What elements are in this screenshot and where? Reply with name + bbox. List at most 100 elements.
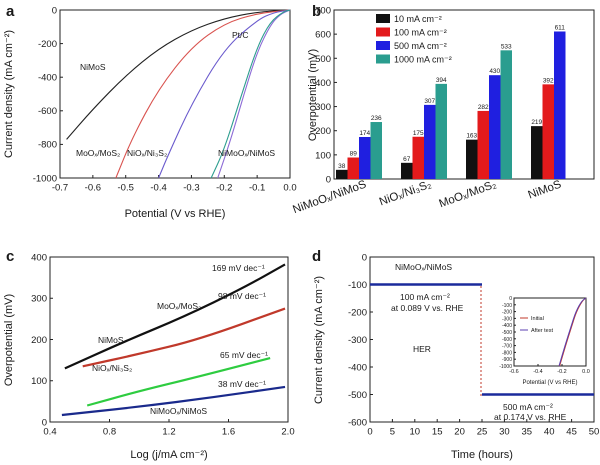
inset-ytick-label: -700: [502, 344, 512, 350]
chart-b-bar: [477, 110, 489, 179]
inset-series-0: [559, 297, 587, 367]
chart-c-label-niox: NiOₓ/Ni₃S₂: [92, 363, 132, 373]
chart-b-value-label: 430: [489, 68, 500, 75]
chart-b-value-label: 307: [424, 98, 435, 105]
chart-d-inset: -0.6 -0.4 -0.2 0.0-1000-900-800-700-600-500…: [499, 296, 590, 386]
chart-c-slope-nimoox: 38 mV dec⁻¹: [218, 379, 266, 389]
chart-a-label-nimoox: NiMoOₓ/NiMoS: [218, 148, 275, 158]
chart-a-xtick-label: -0.2: [216, 183, 232, 194]
chart-a-ytick-label: -400: [38, 73, 57, 84]
chart-c-slope-nimos: 169 mV dec⁻¹: [212, 263, 265, 273]
chart-c-label-nimos: NiMoS: [98, 335, 124, 345]
chart-c-ytick-label: 0: [42, 417, 47, 428]
chart-a-series-2: [158, 9, 291, 179]
chart-a-xtick-label: -0.3: [183, 183, 199, 194]
inset-ytick-label: -300: [502, 316, 512, 322]
chart-d-xtick-label: 0: [367, 427, 372, 438]
chart-d-ytick-label: -200: [348, 307, 367, 318]
chart-a-xlabel: Potential (V vs RHE): [125, 208, 226, 220]
chart-a-label-niox: NiOₓ/Ni₃S₂: [127, 148, 167, 158]
inset-ytick-label: -100: [502, 303, 512, 309]
chart-a-ytick-label: -600: [38, 106, 57, 117]
chart-a-xtick-label: -0.5: [118, 183, 134, 194]
chart-d-xtick-label: 15: [432, 427, 443, 438]
chart-b-bar: [531, 126, 543, 179]
inset-legend-after: After test: [531, 328, 553, 334]
inset-xtick-label: 0.0: [582, 369, 590, 375]
chart-b-value-label: 282: [478, 104, 489, 111]
inset-ytick-label: -600: [502, 337, 512, 343]
chart-b: 0 100 200 300 400 500 600 700 38 89 174 236 67 175 30…: [291, 6, 595, 216]
chart-b-legend-label: 1000 mA cm⁻²: [394, 55, 452, 65]
chart-b-bar: [500, 50, 512, 179]
chart-a-xtick-label: -0.6: [85, 183, 101, 194]
chart-c-ytick-label: 400: [31, 252, 47, 263]
chart-a-label-moox: MoOₓ/MoS₂: [76, 148, 120, 158]
chart-b-ylabel: Overpotential (mV): [307, 49, 319, 141]
chart-b-bar: [412, 136, 424, 179]
inset-ytick-label: -900: [502, 357, 512, 363]
chart-a-label-nimos: NiMoS: [80, 62, 106, 72]
chart-d-xtick-label: 20: [454, 427, 465, 438]
chart-b-bar: [370, 122, 382, 179]
panel-label-c: c: [6, 248, 14, 265]
chart-c-series-0: [64, 263, 286, 370]
chart-d-xtick-label: 25: [477, 427, 488, 438]
chart-a-xtick-label: -0.1: [249, 183, 265, 194]
chart-a-xtick-label: -0.4: [150, 183, 166, 194]
chart-a-series-0: [66, 9, 291, 140]
panel-label-a: a: [6, 3, 15, 20]
chart-d-ann-100-potential: at 0.089 V vs. RHE: [391, 303, 464, 313]
chart-c-xtick-label: 0.8: [103, 427, 116, 438]
chart-b-bar: [489, 75, 501, 179]
chart-d: 0 5 10 15 20 25 30 35 40 45 50-600-500-400-300-200…: [313, 252, 599, 461]
chart-d-ytick-label: 0: [362, 252, 367, 263]
chart-d-xtick-label: 30: [499, 427, 510, 438]
panel-label-b: b: [312, 3, 321, 20]
chart-a-xtick-label: 0.0: [283, 183, 296, 194]
chart-d-ytick-label: -100: [348, 280, 367, 291]
chart-a: -0.7 -0.6 -0.5 -0.4 -0.3 -0.2 -0.1 0.0 -1000 -800…: [3, 5, 297, 220]
chart-d-title: NiMoOₓ/NiMoS: [395, 262, 452, 272]
inset-ytick-label: -1000: [499, 364, 512, 370]
chart-d-ann-her: HER: [413, 344, 431, 354]
chart-b-ytick-label: 700: [315, 6, 331, 17]
chart-d-ytick-label: -500: [348, 390, 367, 401]
chart-d-xtick-label: 10: [410, 427, 421, 438]
chart-c-slope-moox: 98 mV dec⁻¹: [218, 291, 266, 301]
chart-d-xtick-label: 50: [589, 427, 600, 438]
chart-b-category-label: NiOₓ/Ni₃S₂: [378, 179, 433, 209]
chart-b-value-label: 236: [371, 115, 382, 122]
chart-d-ytick-label: -300: [348, 335, 367, 346]
chart-b-value-label: 89: [350, 151, 358, 158]
chart-d-frame: [369, 256, 595, 423]
inset-ytick-label: -200: [502, 310, 512, 316]
chart-a-ytick-label: -200: [38, 39, 57, 50]
chart-d-ytick-label: -600: [348, 417, 367, 428]
chart-c-slope-niox: 65 mV dec⁻¹: [220, 350, 268, 360]
chart-a-xtick-label: -0.7: [52, 183, 68, 194]
chart-b-category-label: NiMoS: [526, 178, 563, 201]
chart-c-xtick-label: 2.0: [281, 427, 294, 438]
chart-c-xtick-label: 1.2: [162, 427, 175, 438]
panel-label-d: d: [312, 248, 321, 265]
chart-d-xtick-label: 45: [566, 427, 577, 438]
chart-c-label-moox: MoOₓ/MoS₂: [157, 301, 201, 311]
chart-a-ytick-label: -1000: [33, 173, 57, 184]
chart-d-xtick-label: 35: [522, 427, 533, 438]
chart-b-bar: [347, 157, 359, 179]
chart-c-series-1: [82, 307, 286, 368]
chart-b-value-label: 392: [543, 77, 554, 84]
chart-d-xtick-label: 5: [390, 427, 395, 438]
chart-b-legend-swatch: [376, 14, 390, 23]
chart-a-ylabel: Current density (mA cm⁻²): [3, 30, 15, 158]
chart-c: 0.4 0.8 1.2 1.6 2.0 0 100 200 300 400 Log (j/mA c…: [3, 252, 295, 461]
chart-c-xtick-label: 1.6: [222, 427, 235, 438]
chart-b-ytick-label: 500: [315, 54, 331, 65]
chart-b-ytick-label: 300: [315, 102, 331, 113]
inset-xlabel: Potential (V vs RHE): [522, 380, 577, 386]
chart-d-xtick-label: 40: [544, 427, 555, 438]
chart-b-ytick-label: 0: [326, 175, 331, 186]
chart-b-frame: [333, 9, 595, 180]
chart-b-bar: [542, 84, 554, 179]
